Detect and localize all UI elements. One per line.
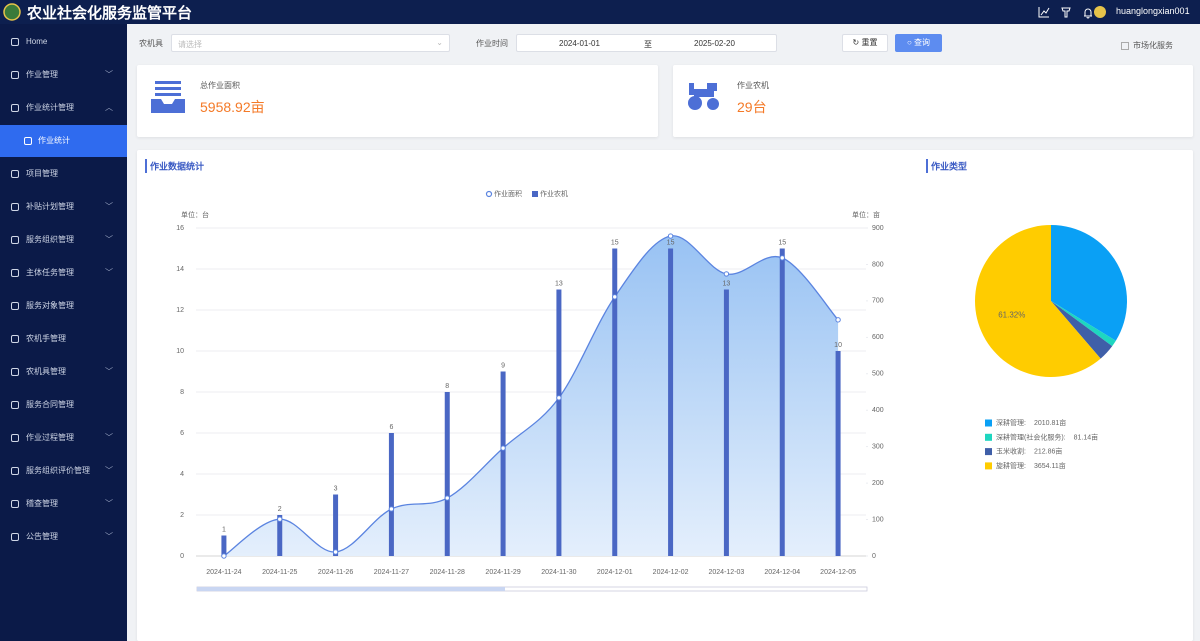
x-tick-label: 2024-11-26 [318,569,353,576]
legend-symbol [985,434,992,441]
line-point [333,550,337,554]
y-tick-label: 0 [180,553,184,560]
title-bar [145,159,147,173]
bar [724,290,729,557]
x-tick-label: 2024-12-05 [820,569,856,576]
line-point [501,446,505,450]
line-point [836,318,840,322]
x-tick-label: 2024-11-24 [206,569,241,576]
data-label: 6 [389,424,393,431]
y-tick-label: 4 [180,471,184,478]
y-unit-label: 单位：台 [181,210,209,219]
legend-symbol [985,420,992,427]
bar [556,290,561,557]
y-tick-label: 8 [180,389,184,396]
bar [501,372,506,557]
legend-label: 作业面积 [494,189,522,198]
legend-entry: 深耕管理: 2010.81亩 [996,418,1066,427]
y-tick-label: 12 [176,307,184,314]
y2-tick-label: 300 [872,444,884,451]
x-tick-label: 2024-11-27 [374,569,409,576]
legend-label: 作业农机 [540,189,568,198]
line-point [222,554,226,558]
x-tick-label: 2024-11-25 [262,569,297,576]
y2-tick-label: 600 [872,334,884,341]
x-tick-label: 2024-11-29 [485,569,520,576]
legend-value: 3654.11亩 [1034,461,1066,470]
legend-value: 81.14亩 [1074,432,1099,441]
y2-tick-label: 200 [872,480,884,487]
legend-label: 深耕管理: [996,418,1026,427]
bar [333,495,338,557]
bar [445,392,450,556]
data-label: 13 [723,280,731,287]
data-label: 1 [222,526,226,533]
pie-label: 61.32% [998,311,1025,320]
x-tick-label: 2024-12-02 [653,569,689,576]
x-tick-label: 2024-12-04 [764,569,800,576]
data-zoom-handle[interactable] [197,587,505,591]
y2-tick-label: 0 [872,553,876,560]
data-label: 15 [611,239,619,246]
bar [221,536,226,557]
y-tick-label: 14 [176,266,184,273]
data-label: 8 [445,383,449,390]
y2-tick-label: 900 [872,225,884,232]
chart-title: 作业类型 [931,160,967,171]
y2-tick-label: 700 [872,298,884,305]
chart-title: 作业数据统计 [150,160,204,171]
legend-entry: 深耕管理(社会化服务): 81.14亩 [996,432,1098,441]
line-point [278,517,282,521]
title-bar [926,159,928,173]
y2-tick-label: 500 [872,371,884,378]
x-tick-label: 2024-11-28 [430,569,465,576]
legend-symbol [985,448,992,455]
legend-value: 212.86亩 [1034,446,1062,455]
y2-unit-label: 单位：亩 [852,210,880,219]
line-point [668,234,672,238]
x-tick-label: 2024-12-01 [597,569,633,576]
data-label: 13 [555,280,563,287]
legend-value: 2010.81亩 [1034,418,1066,427]
x-tick-label: 2024-12-03 [709,569,745,576]
line-point [724,272,728,276]
area [224,236,838,556]
line-point [613,295,617,299]
legend-label: 旋耕管理: [996,461,1026,470]
bar [836,351,841,556]
y-tick-label: 6 [180,430,184,437]
data-label: 2 [278,506,282,513]
legend-symbol [985,462,992,469]
y-tick-label: 2 [180,512,184,519]
data-label: 3 [334,485,338,492]
bar [780,249,785,557]
legend-label: 深耕管理(社会化服务): [996,432,1066,441]
data-label: 15 [667,239,675,246]
bar [389,433,394,556]
legend-entry: 玉米收割: 212.86亩 [996,446,1062,455]
y-tick-label: 16 [176,225,184,232]
bar [668,249,673,557]
y2-tick-label: 800 [872,261,884,268]
line-point [389,507,393,511]
data-label: 15 [778,239,786,246]
legend-symbol [532,191,538,197]
legend-symbol [487,192,492,197]
data-label: 9 [501,362,505,369]
y2-tick-label: 400 [872,407,884,414]
line-point [780,256,784,260]
line-point [445,496,449,500]
x-tick-label: 2024-11-30 [541,569,576,576]
y-tick-label: 10 [176,348,184,355]
line-point [557,396,561,400]
data-label: 10 [834,342,842,349]
legend-entry: 旋耕管理: 3654.11亩 [996,461,1066,470]
y2-tick-label: 100 [872,516,884,523]
legend-label: 玉米收割: [996,446,1026,455]
